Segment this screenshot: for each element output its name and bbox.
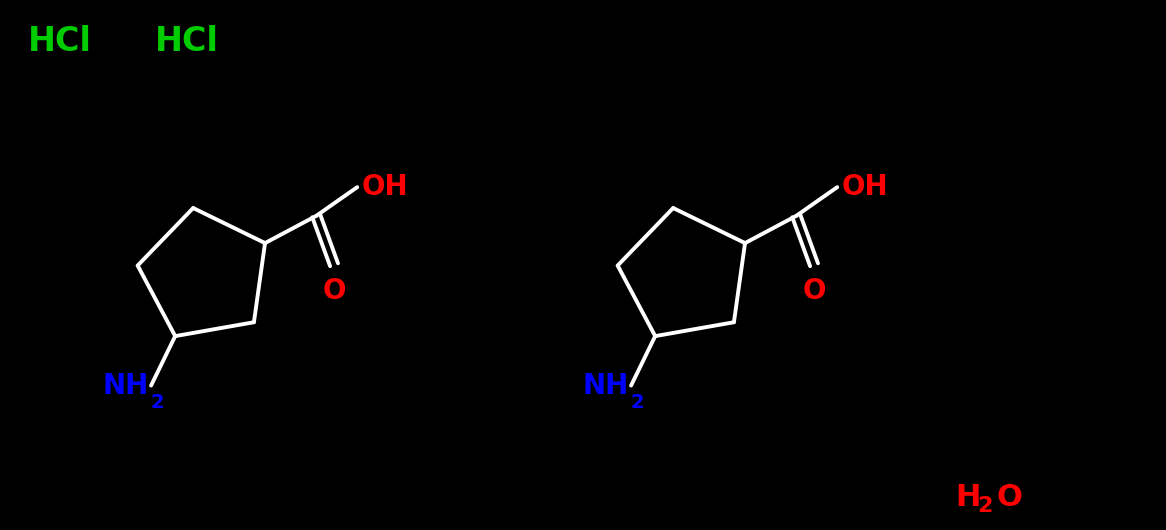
- Text: OH: OH: [841, 173, 887, 201]
- Text: 2: 2: [977, 496, 992, 516]
- Text: HCl: HCl: [155, 25, 219, 58]
- Text: HCl: HCl: [28, 25, 92, 58]
- Text: 2: 2: [150, 393, 163, 412]
- Text: NH: NH: [583, 372, 630, 400]
- Text: O: O: [802, 277, 826, 305]
- Text: 2: 2: [630, 393, 644, 412]
- Text: H: H: [955, 483, 981, 512]
- Text: O: O: [322, 277, 346, 305]
- Text: NH: NH: [103, 372, 149, 400]
- Text: OH: OH: [361, 173, 408, 201]
- Text: O: O: [996, 483, 1021, 512]
